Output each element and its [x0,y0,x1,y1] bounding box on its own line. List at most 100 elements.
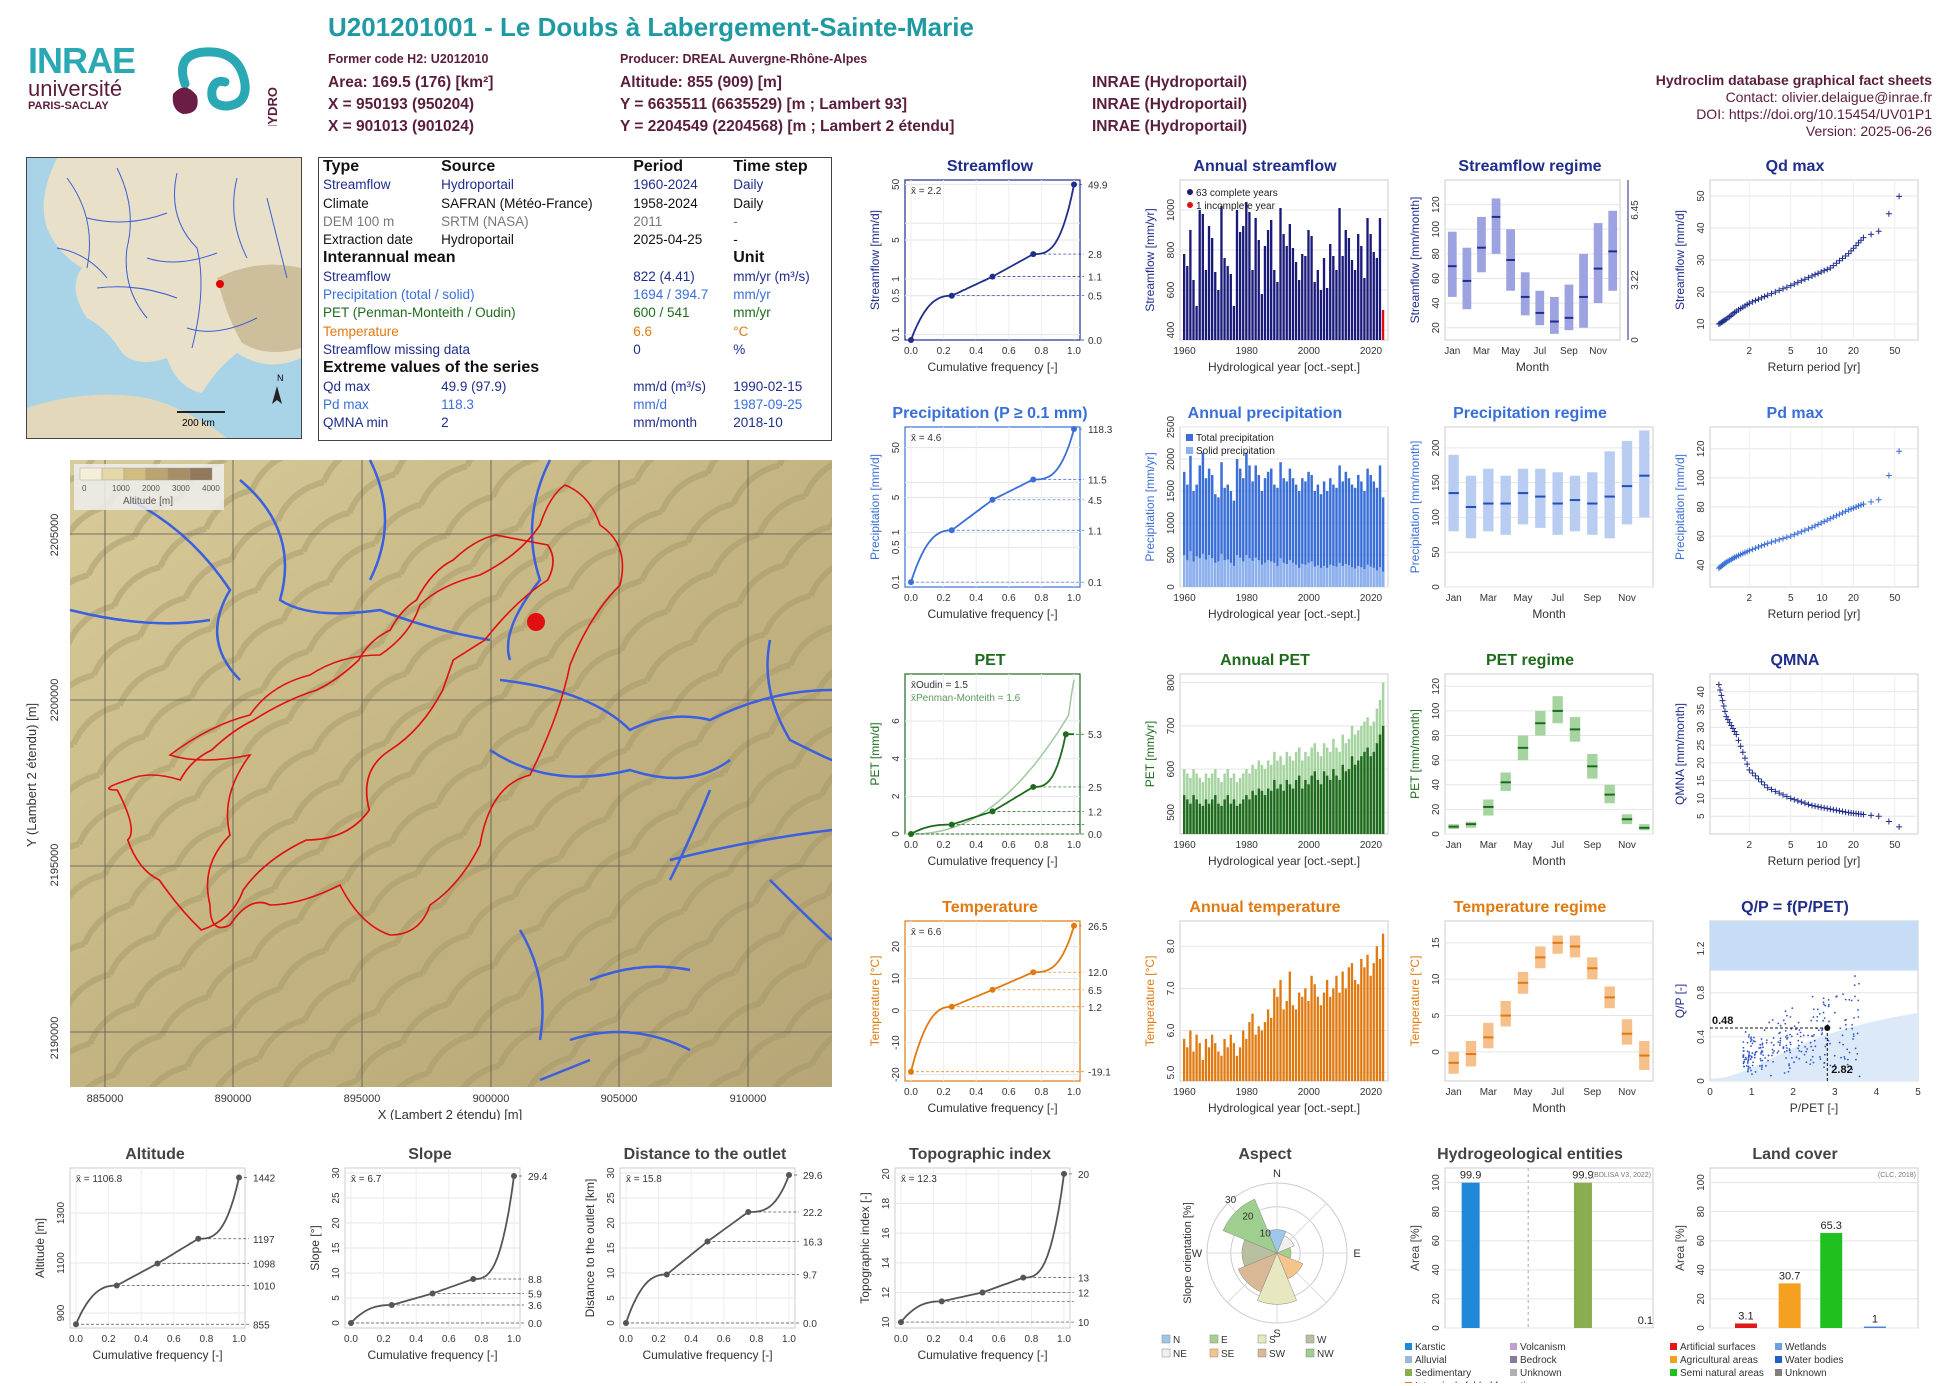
return-point [1749,298,1756,305]
rose-ring-label: 30 [1225,1195,1237,1206]
annual-bar [1288,468,1292,587]
return-point [1787,795,1794,802]
return-point [1868,231,1875,238]
source-row: DEM 100 m SRTM (NASA) 2011 - [319,213,831,231]
annual-bar-2 [1207,555,1211,587]
xtick-label: 1.0 [1057,1334,1071,1345]
annual-bar-2 [1304,779,1307,834]
legend-marker [1405,1343,1412,1350]
regime-box [1569,475,1581,532]
qp-point [1817,1029,1820,1032]
ytick-label: 800 [1166,241,1177,258]
return-point [1746,767,1753,773]
return-point [1794,279,1801,286]
qp-point [1784,1022,1787,1025]
rose-direction: S [1273,1328,1280,1340]
return-point [1794,530,1801,537]
annual-bar [1291,478,1295,587]
return-point [1896,823,1903,830]
chart-title: Precipitation regime [1453,405,1607,422]
qp-point [1748,1034,1750,1036]
return-point [1801,527,1808,534]
legend-marker [1305,1348,1315,1358]
annual-bar-2 [1307,562,1310,587]
xtick-label: 0.0 [904,593,918,604]
ytick-label: 10 [891,973,902,985]
return-point [1764,784,1771,791]
qp-point [1743,1065,1746,1068]
qp-point [1779,1037,1782,1040]
ytick-label: 2000 [1166,447,1177,470]
qp-point [1812,1016,1815,1018]
qp-point [1759,1043,1762,1046]
xtick-label: 0.4 [959,1334,973,1345]
qp-point [1772,1060,1774,1063]
qp-point [1742,1056,1745,1059]
xtick-label: Jul [1551,840,1564,851]
chart-regime_p: Precipitation regime 0 50 100 150 200 Precipit… [1408,405,1654,621]
xlabel: Cumulative frequency [-] [927,607,1057,621]
ytick-label: 10 [1696,318,1707,330]
chart-title: Annual PET [1220,652,1310,669]
xtick-label: Sep [1583,840,1601,851]
qp-point [1753,1056,1756,1059]
quantile-label: 0.5 [1088,292,1102,303]
return-point [1830,262,1837,269]
annual-bar [1291,248,1295,340]
ytick-label: 35 [1696,704,1707,716]
annual-bar-2 [1263,562,1267,587]
map-legend-tick: 0 [82,484,87,493]
qp-point [1788,1067,1791,1070]
xtick-label: 0.2 [937,346,951,357]
annual-bar [1360,958,1363,1081]
annual-bar-2 [1363,751,1366,834]
return-point [1772,537,1779,544]
annual-bar [1350,484,1354,587]
xtick-label: 0.0 [904,346,918,357]
ytick-label: 5 [606,1295,617,1301]
legend-marker [1670,1343,1677,1350]
annual-bar [1242,1030,1245,1081]
quantile-label: 0.0 [803,1319,817,1330]
ytick-label: 20 [1431,803,1442,815]
xtick-label: Nov [1618,1087,1636,1098]
annual-bar-2 [1338,779,1341,834]
annual-bar [1273,484,1276,587]
annual-bar-2 [1372,567,1376,587]
quantile-label: 22.2 [803,1208,823,1219]
ytick-label: 5 [331,1295,342,1301]
bar-value-label: 30.7 [1779,1270,1800,1282]
qp-point [1763,1029,1766,1032]
xlabel: Cumulative frequency [-] [917,1348,1047,1362]
qp-point [1829,1064,1832,1067]
annual-bar [1186,266,1189,340]
map-ylabel: Y (Lambert 2 étendu) [m] [24,703,39,847]
mean-label-2: x̄Penman-Monteith = 1.6 [911,693,1021,704]
annual-bar [1248,1022,1251,1081]
return-point [1812,271,1819,278]
annual-bar [1229,1034,1232,1081]
return-point [1885,818,1892,825]
annual-bar [1353,979,1357,1081]
quantile-label: 1010 [253,1282,276,1293]
ytick-label: 0 [331,1320,342,1326]
legend-label: SE [1221,1349,1235,1360]
return-point [1836,257,1843,264]
xtick-label: 1.0 [1067,840,1081,851]
qp-point [1782,1047,1785,1050]
legend-label: Semi natural areas [1680,1368,1764,1379]
return-point [1761,541,1768,548]
regime-box [1593,223,1603,304]
bar-value-label: 3.1 [1738,1310,1753,1322]
annual-bar [1257,240,1260,340]
return-point [1755,775,1762,782]
annual-bar [1186,1047,1189,1081]
annual-bar [1254,218,1257,340]
xtick-label: Jan [1446,1087,1462,1098]
return-point [1737,743,1744,750]
qp-point [1742,1049,1745,1052]
xtick-label: Mar [1480,840,1498,851]
ylabel: Streamflow [mm/d] [1673,210,1687,310]
qp-point [1765,1064,1767,1067]
xlabel: Cumulative frequency [-] [642,1348,772,1362]
